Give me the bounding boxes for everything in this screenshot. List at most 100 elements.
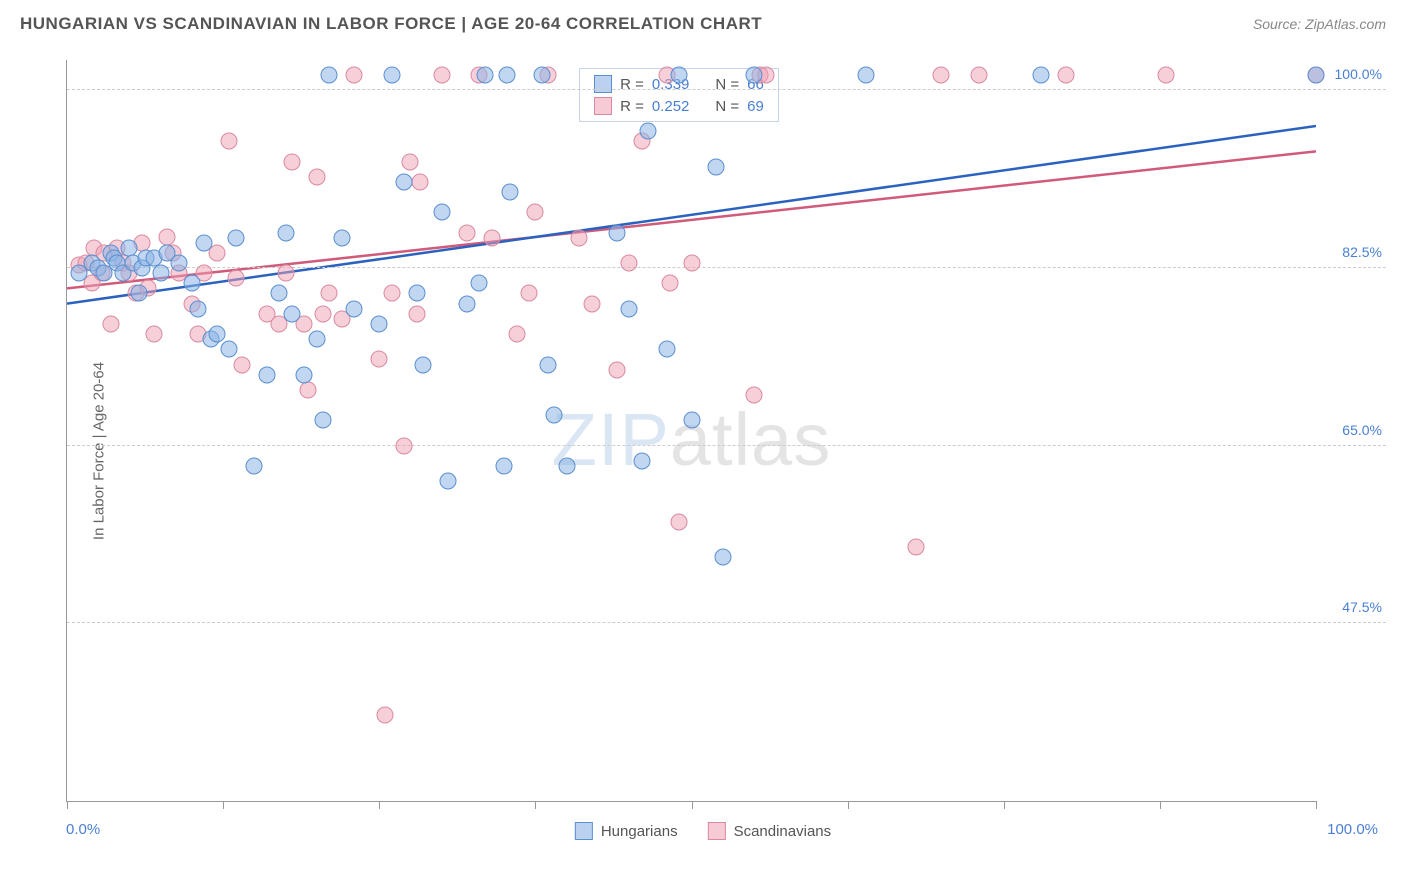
data-point	[671, 513, 688, 530]
data-point	[227, 270, 244, 287]
gridline	[67, 445, 1386, 446]
data-point	[131, 285, 148, 302]
data-point	[970, 67, 987, 84]
data-point	[633, 452, 650, 469]
data-point	[233, 356, 250, 373]
y-tick-label: 65.0%	[1342, 422, 1382, 438]
x-tick	[848, 801, 849, 809]
data-point	[308, 331, 325, 348]
data-point	[433, 204, 450, 221]
data-point	[683, 255, 700, 272]
data-point	[621, 255, 638, 272]
data-point	[533, 67, 550, 84]
data-point	[283, 305, 300, 322]
legend-swatch-blue-bottom	[575, 822, 593, 840]
data-point	[683, 412, 700, 429]
data-point	[152, 265, 169, 282]
series-legend: Hungarians Scandinavians	[575, 822, 831, 840]
data-point	[414, 356, 431, 373]
legend-label-pink: Scandinavians	[734, 823, 832, 840]
legend-swatch-pink-bottom	[708, 822, 726, 840]
data-point	[546, 407, 563, 424]
data-point	[383, 67, 400, 84]
data-point	[315, 305, 332, 322]
x-tick	[1004, 801, 1005, 809]
data-point	[146, 326, 163, 343]
data-point	[412, 173, 429, 190]
legend-swatch-pink	[594, 97, 612, 115]
data-point	[346, 300, 363, 317]
x-tick	[692, 801, 693, 809]
data-point	[496, 458, 513, 475]
data-point	[1058, 67, 1075, 84]
data-point	[121, 239, 138, 256]
data-point	[377, 706, 394, 723]
data-point	[171, 255, 188, 272]
y-tick-label: 82.5%	[1342, 244, 1382, 260]
data-point	[277, 224, 294, 241]
data-point	[458, 295, 475, 312]
data-point	[333, 229, 350, 246]
data-point	[315, 412, 332, 429]
watermark: ZIPatlas	[552, 397, 831, 482]
data-point	[908, 539, 925, 556]
data-point	[662, 275, 679, 292]
data-point	[745, 386, 762, 403]
data-point	[1308, 67, 1325, 84]
source-label: Source: ZipAtlas.com	[1253, 16, 1386, 32]
x-tick	[67, 801, 68, 809]
data-point	[402, 153, 419, 170]
data-point	[196, 234, 213, 251]
data-point	[283, 153, 300, 170]
x-axis-min: 0.0%	[66, 821, 100, 838]
data-point	[477, 67, 494, 84]
x-tick	[535, 801, 536, 809]
data-point	[527, 204, 544, 221]
data-point	[383, 285, 400, 302]
data-point	[521, 285, 538, 302]
data-point	[102, 315, 119, 332]
legend-label-blue: Hungarians	[601, 823, 678, 840]
y-tick-label: 47.5%	[1342, 599, 1382, 615]
gridline	[67, 89, 1386, 90]
x-axis-max: 100.0%	[1327, 821, 1378, 838]
data-point	[483, 229, 500, 246]
x-tick	[379, 801, 380, 809]
data-point	[183, 275, 200, 292]
trend-lines	[67, 60, 1316, 801]
gridline	[67, 267, 1386, 268]
data-point	[571, 229, 588, 246]
data-point	[558, 458, 575, 475]
data-point	[221, 341, 238, 358]
data-point	[608, 361, 625, 378]
data-point	[321, 285, 338, 302]
data-point	[258, 366, 275, 383]
data-point	[221, 133, 238, 150]
data-point	[858, 67, 875, 84]
x-tick	[1160, 801, 1161, 809]
data-point	[300, 381, 317, 398]
data-point	[208, 326, 225, 343]
data-point	[371, 315, 388, 332]
data-point	[608, 224, 625, 241]
data-point	[671, 67, 688, 84]
data-point	[498, 67, 515, 84]
data-point	[396, 173, 413, 190]
data-point	[621, 300, 638, 317]
gridline	[67, 622, 1386, 623]
data-point	[1033, 67, 1050, 84]
data-point	[933, 67, 950, 84]
x-tick	[1316, 801, 1317, 809]
data-point	[277, 265, 294, 282]
data-point	[396, 437, 413, 454]
data-point	[502, 183, 519, 200]
data-point	[433, 67, 450, 84]
data-point	[408, 285, 425, 302]
chart-container: In Labor Force | Age 20-64 ZIPatlas R = …	[20, 50, 1386, 852]
data-point	[1158, 67, 1175, 84]
data-point	[539, 356, 556, 373]
plot-area: ZIPatlas R = 0.339 N = 66 R = 0.252 N = …	[66, 60, 1316, 802]
data-point	[639, 123, 656, 140]
data-point	[745, 67, 762, 84]
data-point	[321, 67, 338, 84]
